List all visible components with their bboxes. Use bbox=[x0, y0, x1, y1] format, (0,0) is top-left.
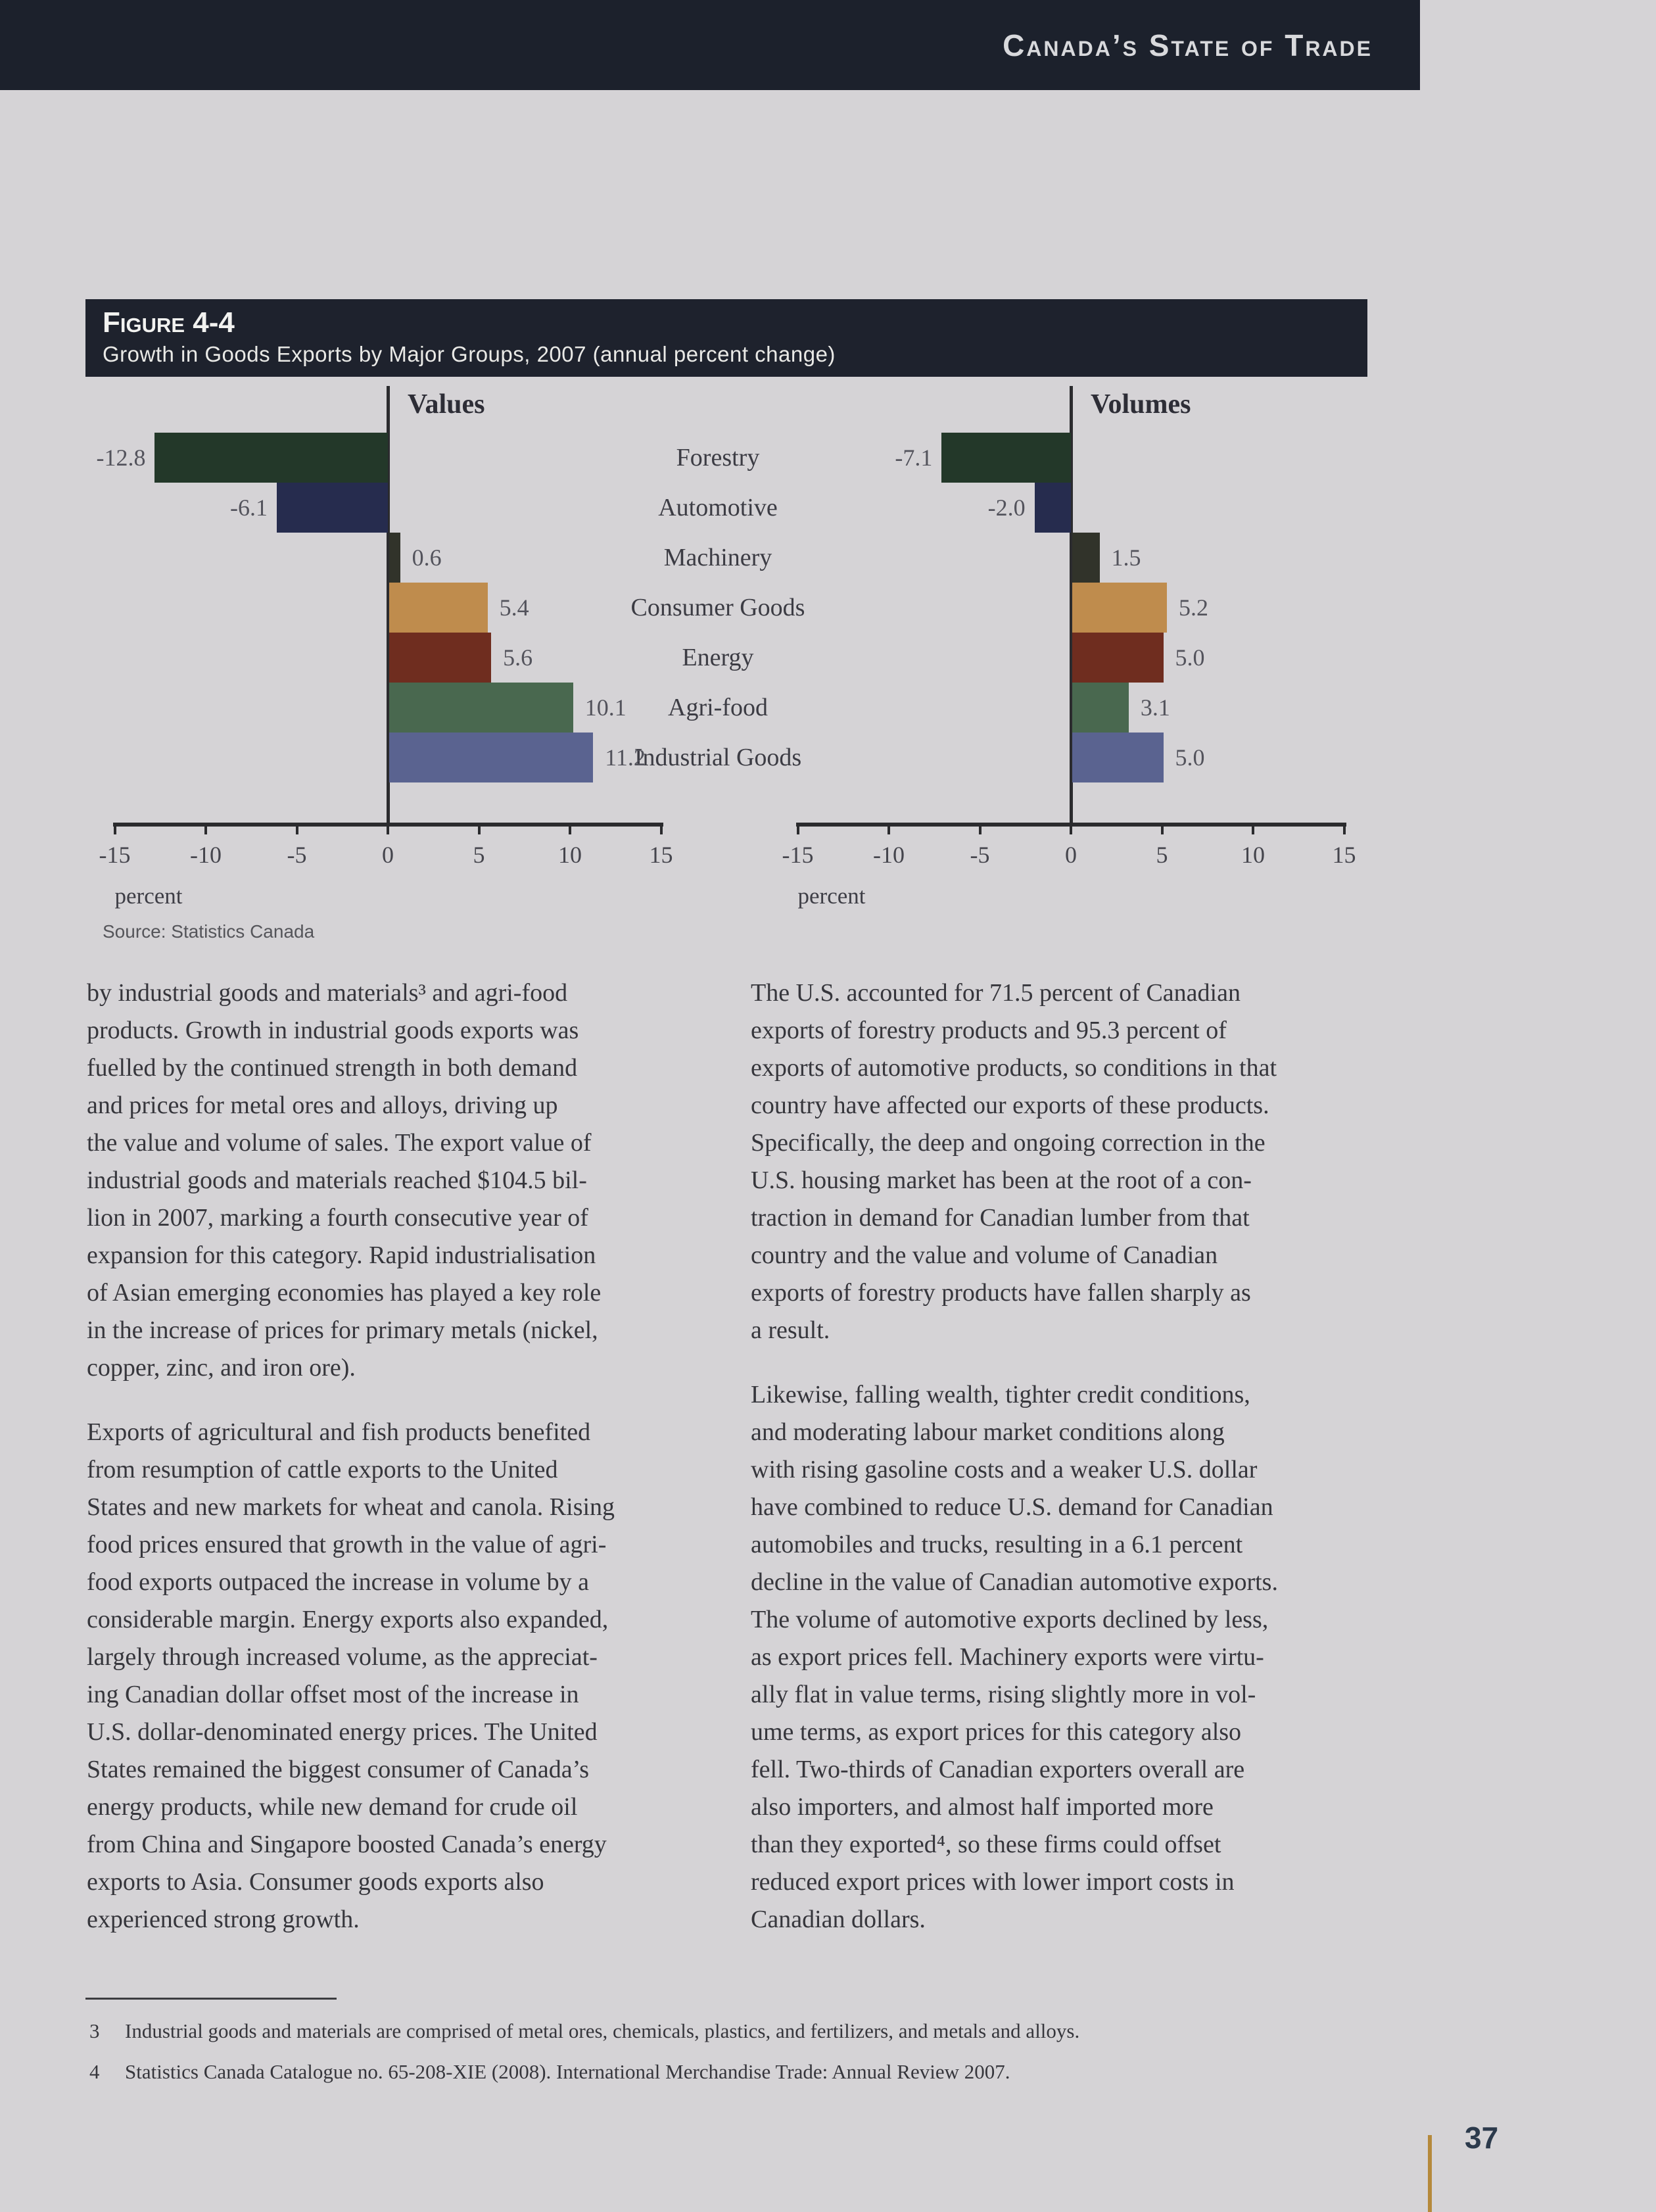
page-number: 37 bbox=[1465, 2121, 1499, 2155]
bar-value-volumes-automotive: -2.0 bbox=[987, 494, 1026, 521]
bar-volumes-agri-food bbox=[1072, 683, 1129, 733]
bar-volumes-consumer-goods bbox=[1072, 583, 1168, 633]
paragraph: by industrial goods and materials³ and a… bbox=[87, 979, 602, 1382]
x-tick-label-values: 5 bbox=[473, 842, 485, 868]
body-column-right: The U.S. accounted for 71.5 percent of C… bbox=[751, 974, 1382, 1938]
figure-source: Source: Statistics Canada bbox=[103, 921, 315, 942]
x-tick-label-volumes: 0 bbox=[1065, 842, 1077, 868]
bar-volumes-automotive bbox=[1034, 483, 1071, 533]
x-tick-label-volumes: -15 bbox=[782, 842, 814, 868]
x-axis-tick-values bbox=[569, 823, 571, 834]
bar-values-automotive bbox=[277, 483, 388, 533]
bar-value-values-forestry: -12.8 bbox=[96, 445, 146, 471]
footnote-text: Statistics Canada Catalogue no. 65-208-X… bbox=[125, 2060, 1010, 2083]
category-label-industrial-goods: Industrial Goods bbox=[634, 744, 802, 771]
figure-header-bar: Figure 4-4 Growth in Goods Exports by Ma… bbox=[85, 299, 1367, 377]
x-tick-label-volumes: -5 bbox=[970, 842, 990, 868]
x-axis-tick-values bbox=[295, 823, 298, 834]
paragraph: The U.S. accounted for 71.5 percent of C… bbox=[751, 979, 1277, 1344]
page-header-title: Canada’s State of Trade bbox=[1003, 28, 1373, 62]
x-tick-label-values: 0 bbox=[382, 842, 394, 868]
category-label-agri-food: Agri-food bbox=[668, 694, 768, 721]
x-axis-tick-values bbox=[387, 823, 389, 834]
bar-value-volumes-machinery: 1.5 bbox=[1111, 544, 1141, 571]
footnote-number: 3 bbox=[89, 2019, 100, 2042]
bar-value-volumes-consumer-goods: 5.2 bbox=[1179, 594, 1209, 621]
x-axis-tick-values bbox=[659, 823, 663, 834]
x-axis-label-volumes: percent bbox=[797, 883, 866, 909]
figure-chart: Source: Statistics Canada Forestry Automo… bbox=[85, 377, 1367, 972]
bar-volumes-energy bbox=[1072, 633, 1164, 683]
page-header-bar: Canada’s State of Trade bbox=[0, 0, 1420, 90]
category-label-machinery: Machinery bbox=[663, 544, 772, 571]
bar-value-values-automotive: -6.1 bbox=[230, 494, 268, 521]
x-axis-tick-values bbox=[204, 823, 207, 834]
bar-values-industrial-goods bbox=[389, 733, 594, 782]
category-label-forestry: Forestry bbox=[676, 444, 760, 471]
bar-values-consumer-goods bbox=[389, 583, 488, 633]
bar-value-values-machinery: 0.6 bbox=[412, 544, 442, 571]
x-tick-label-values: -10 bbox=[190, 842, 222, 868]
x-tick-label-volumes: 10 bbox=[1241, 842, 1265, 868]
bar-value-volumes-energy: 5.0 bbox=[1175, 644, 1205, 671]
x-tick-label-values: -5 bbox=[287, 842, 307, 868]
footnote-number: 4 bbox=[89, 2060, 100, 2083]
zero-axis-values bbox=[387, 386, 390, 827]
x-tick-label-values: -15 bbox=[99, 842, 131, 868]
x-axis-tick-volumes bbox=[1070, 823, 1072, 834]
x-axis-tick-volumes bbox=[1342, 823, 1346, 834]
bar-values-agri-food bbox=[389, 683, 573, 733]
footnote-text: Industrial goods and materials are compr… bbox=[125, 2019, 1080, 2042]
x-tick-label-volumes: 15 bbox=[1332, 842, 1356, 868]
bar-volumes-machinery bbox=[1072, 533, 1100, 583]
x-tick-label-values: 10 bbox=[558, 842, 582, 868]
body-column-left: by industrial goods and materials³ and a… bbox=[87, 974, 698, 1938]
figure-subtitle: Growth in Goods Exports by Major Groups,… bbox=[103, 342, 836, 366]
page-number-rule bbox=[1428, 2135, 1432, 2212]
paragraph: Likewise, falling wealth, tighter credit… bbox=[751, 1381, 1278, 1933]
x-axis-tick-volumes bbox=[1252, 823, 1254, 834]
x-axis-tick-volumes bbox=[1160, 823, 1164, 834]
x-tick-label-values: 15 bbox=[649, 842, 673, 868]
category-label-automotive: Automotive bbox=[658, 494, 778, 521]
bar-volumes-forestry bbox=[941, 433, 1071, 483]
footnote-item: 4 Statistics Canada Catalogue no. 65-208… bbox=[89, 2052, 1273, 2092]
x-axis-tick-values bbox=[113, 823, 116, 834]
bar-value-values-agri-food: 10.1 bbox=[584, 694, 627, 721]
x-axis-tick-volumes bbox=[887, 823, 890, 834]
bar-value-volumes-forestry: -7.1 bbox=[895, 445, 933, 471]
bar-value-volumes-industrial-goods: 5.0 bbox=[1175, 744, 1205, 771]
paragraph: Exports of agricultural and fish product… bbox=[87, 1418, 615, 1933]
zero-axis-volumes bbox=[1070, 386, 1073, 827]
figure-label: Figure 4-4 bbox=[103, 306, 235, 339]
x-tick-label-volumes: 5 bbox=[1156, 842, 1168, 868]
x-axis-label-values: percent bbox=[114, 883, 183, 909]
chart-title-volumes: Volumes bbox=[1091, 389, 1191, 420]
footnotes: 3 Industrial goods and materials are com… bbox=[89, 2011, 1273, 2092]
x-axis-tick-volumes bbox=[978, 823, 982, 834]
chart-title-values: Values bbox=[408, 389, 485, 420]
footnote-divider bbox=[85, 1998, 337, 2000]
bar-value-values-energy: 5.6 bbox=[503, 644, 533, 671]
x-axis-tick-volumes bbox=[796, 823, 799, 834]
category-label-consumer-goods: Consumer Goods bbox=[630, 594, 805, 621]
bar-value-values-industrial-goods: 11.2 bbox=[605, 744, 646, 771]
x-axis-tick-values bbox=[477, 823, 481, 834]
bar-values-energy bbox=[389, 633, 492, 683]
bar-value-volumes-agri-food: 3.1 bbox=[1140, 694, 1170, 721]
bar-values-forestry bbox=[154, 433, 388, 483]
category-label-energy: Energy bbox=[682, 644, 754, 671]
bar-values-machinery bbox=[389, 533, 400, 583]
footnote-item: 3 Industrial goods and materials are com… bbox=[89, 2011, 1273, 2052]
bar-volumes-industrial-goods bbox=[1072, 733, 1164, 782]
x-tick-label-volumes: -10 bbox=[873, 842, 905, 868]
bar-value-values-consumer-goods: 5.4 bbox=[499, 594, 529, 621]
